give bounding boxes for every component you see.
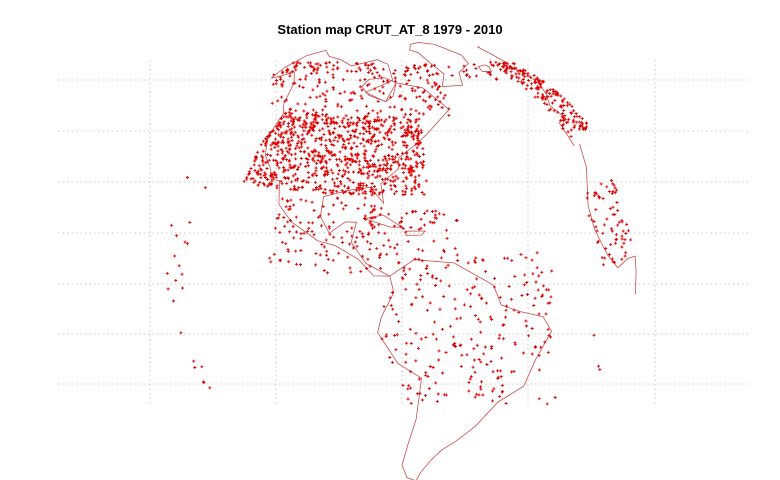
coastline-hudson-bay — [361, 77, 397, 103]
map-title: Station map CRUT_AT_8 1979 - 2010 — [277, 22, 503, 37]
coastline-greenland — [409, 41, 469, 88]
coastline-cuba — [364, 214, 404, 228]
coastline-south-america — [377, 259, 553, 480]
coastlines — [264, 41, 637, 480]
grid-lines — [58, 60, 750, 406]
station-markers — [165, 60, 633, 406]
coastline-iceland — [477, 64, 493, 73]
coastline-hispaniola — [405, 230, 427, 236]
station-points — [165, 60, 633, 406]
